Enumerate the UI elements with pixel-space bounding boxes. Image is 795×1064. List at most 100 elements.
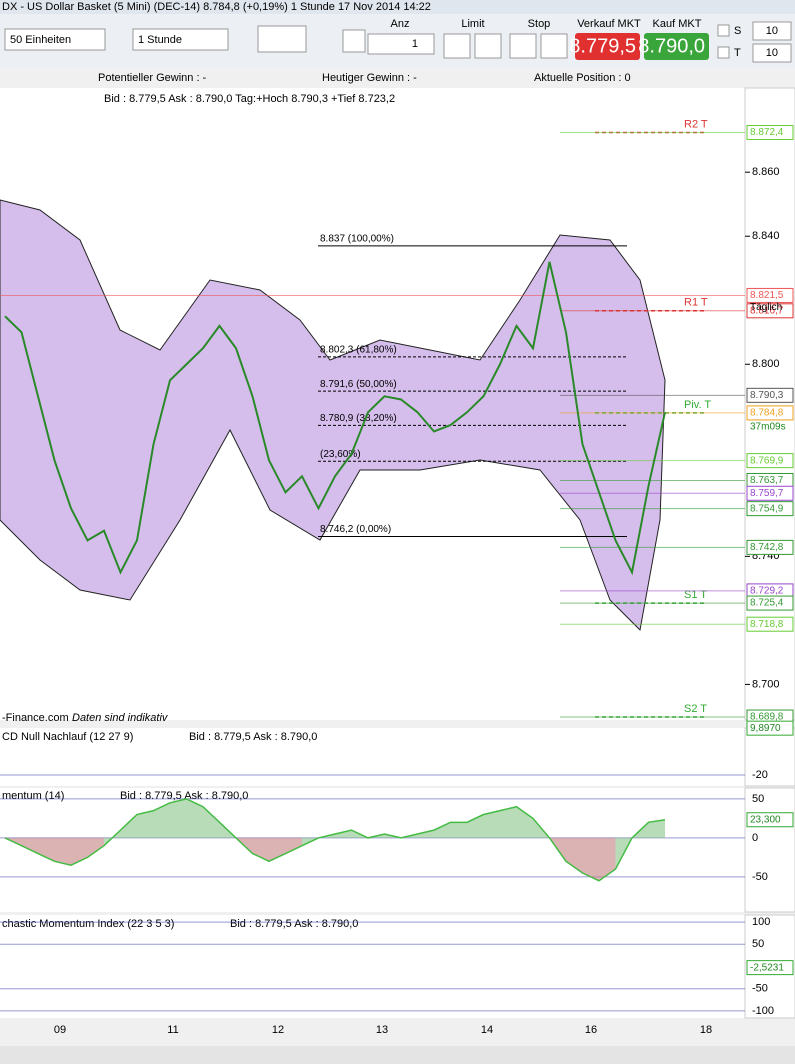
last-label: 23,300 [750,814,781,825]
units: 50 Einheiten [10,34,71,46]
sell-button[interactable] [575,33,640,60]
position: Aktuelle Position : 0 [534,72,631,84]
pivot-label: R1 T [684,297,708,309]
last-label: 9,8970 [750,723,781,734]
scrollbar[interactable] [0,1046,795,1064]
period-select[interactable] [132,28,229,51]
momentum-area [500,806,517,838]
momentum-area [335,830,352,838]
level-label: 8.729,2 [750,586,784,597]
macd-bid: Bid : 8.779,5 Ask : 8.790,0 [189,731,317,743]
level-label: 8.725,4 [750,598,784,609]
momentum-area [54,837,71,866]
stop-buy[interactable] [509,33,537,59]
momentum-area [203,806,220,838]
x-tick-label: 12 [272,1024,284,1036]
stop-label: Stop [528,18,551,30]
bollinger-band [0,199,666,632]
t-value: 10 [766,47,778,59]
potential: Potentieller Gewinn : - [98,72,207,84]
qty: 1 [412,38,418,50]
chart-type-button[interactable] [257,25,307,53]
level-box [746,124,794,140]
qty-label: Anz [391,18,410,30]
fib-label: 8.791,6 (50,00%) [320,379,397,390]
qty-input[interactable] [367,33,435,55]
level-box [746,595,794,611]
limit-buy[interactable] [443,33,471,59]
buy-label: Kauf MKT [653,18,702,30]
smi-header: chastic Momentum Index (22 3 5 3) [2,918,174,930]
level-box [746,387,794,403]
macd-header: CD Null Nachlauf (12 27 9) [2,731,133,743]
level-label: 8.816,7 [750,305,784,316]
level-label: 8.754,9 [750,503,784,514]
level-label: 8.872,4 [750,127,784,138]
y-tick-label: 8.860 [752,166,780,178]
main-header: Bid : 8.779,5 Ask : 8.790,0 Tag:+Hoch 8.… [104,93,395,105]
level-box [746,453,794,469]
y-tick-label: 50 [752,793,764,805]
buy-button[interactable] [644,33,709,60]
timer: 37m09s [750,422,786,433]
x-tick-label: 11 [167,1024,178,1036]
fib-label: 8.746,2 (0,00%) [320,524,391,535]
limit-sell[interactable] [474,33,502,59]
last-box [746,812,794,828]
main-footer: -Finance.com [2,712,69,724]
daily-label: Täglich [750,302,782,313]
level-label: 8.742,8 [750,542,784,553]
momentum-area [120,814,137,838]
level-label: 8.718,8 [750,619,784,630]
momentum-area [170,798,187,838]
macd-axis [744,727,795,787]
pivot-label: Piv. T [684,399,711,411]
s-input[interactable] [752,21,792,41]
y-tick-label: -50 [752,871,768,883]
level-box [746,485,794,501]
y-tick-label: -100 [752,1005,774,1017]
momentum-area [582,837,599,881]
momentum-area [137,810,154,838]
s-check[interactable] [717,24,730,37]
y-tick-label: 100 [752,916,770,928]
momentum-area [71,837,88,866]
level-label: 8.769,9 [750,455,784,466]
momentum-area [417,830,434,838]
t-check[interactable] [717,46,730,59]
level-box [746,303,794,319]
momentum-area [599,837,616,881]
s-label: S [734,25,741,37]
main-footer-note: Daten sind indikativ [72,712,169,724]
momentum-area [434,822,451,838]
momentum-area [516,806,533,838]
units-select[interactable] [4,28,106,51]
momentum-panel [0,788,745,912]
sell-label: Verkauf MKT [577,18,641,30]
momentum-axis [744,787,795,913]
last-label: -2,5231 [750,962,784,973]
limit-label: Limit [461,18,484,30]
t-label: T [734,47,741,59]
last-box [746,720,794,736]
buy-price: 8.790,0 [638,35,705,57]
level-box [746,539,794,555]
tool-button[interactable] [342,29,366,53]
momentum-area [21,837,38,854]
t-input[interactable] [752,43,792,63]
title-bar [0,0,795,14]
stop-sell[interactable] [540,33,568,59]
y-tick-label: -50 [752,983,768,995]
y-tick-label: 0 [752,832,758,844]
level-box [746,405,794,421]
fib-label: 8.780,9 (38,20%) [320,413,397,424]
y-tick-label: 8.800 [752,358,780,370]
momentum-area [186,798,203,838]
y-tick-label: 8.840 [752,230,780,242]
momentum-area [87,837,104,858]
momentum-area [450,822,467,838]
momentum-area [648,819,665,838]
smi-panel [0,915,745,1018]
